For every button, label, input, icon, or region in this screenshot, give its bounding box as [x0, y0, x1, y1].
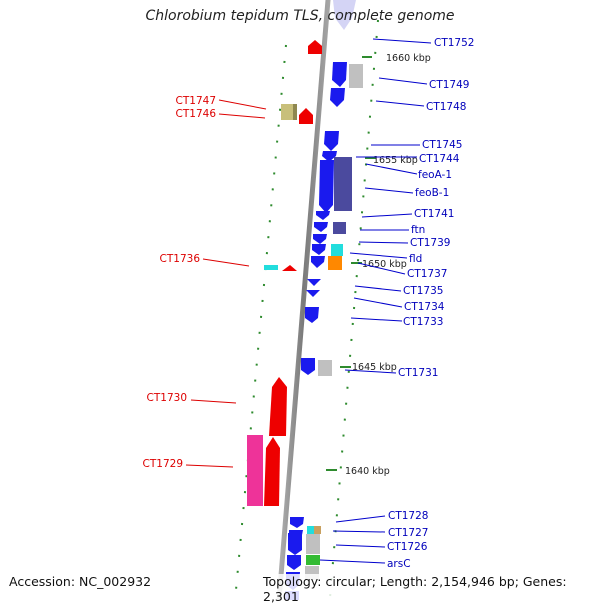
label-ct1734[interactable]: CT1734 [404, 301, 445, 313]
label-ct1731[interactable]: CT1731 [398, 367, 438, 379]
gene-ct1736 [282, 265, 297, 271]
label-feoA-1[interactable]: feoA-1 [418, 169, 452, 181]
label-ct1748[interactable]: CT1748 [426, 101, 466, 113]
label-ct1745[interactable]: CT1745 [422, 139, 462, 151]
gene-ct1728 [290, 517, 304, 528]
label-ct1741[interactable]: CT1741 [414, 208, 454, 220]
gene-ct1749 [349, 64, 363, 88]
gene-ct1749-blue [332, 62, 347, 87]
label-ct1746[interactable]: CT1746 [176, 108, 217, 120]
gene-labels-right: CT1752 CT1749 CT1748 CT1745 CT1744 feoA-… [387, 37, 474, 570]
label-ct1727[interactable]: CT1727 [388, 527, 428, 539]
tick-guides [235, 19, 379, 599]
label-ct1752[interactable]: CT1752 [434, 37, 474, 49]
genome-backbone [276, 0, 331, 600]
leader-lines-left [185, 99, 267, 468]
gene-ct1748 [330, 88, 345, 107]
label-ct1736[interactable]: CT1736 [160, 253, 201, 265]
scale-label-1645: 1645 kbp [352, 362, 397, 373]
label-ftn[interactable]: ftn [411, 224, 425, 236]
label-ct1728[interactable]: CT1728 [388, 510, 428, 522]
forward-genes [247, 40, 322, 506]
label-ct1739[interactable]: CT1739 [410, 237, 450, 249]
scale-label-1650: 1650 kbp [362, 259, 407, 270]
tick-guide-left [235, 44, 287, 591]
gene-ct1736-cyan [264, 265, 278, 270]
gene-ct1730 [269, 377, 287, 436]
gene-ct1733 [305, 307, 319, 323]
leader-lines-right [319, 38, 432, 564]
accession-text: Accession: NC_002932 [9, 574, 152, 589]
gene-labels-left: CT1747 CT1746 CT1736 CT1730 CT1729 [143, 95, 217, 470]
gene-ct1734 [306, 290, 320, 297]
scale-labels: 1660 kbp 1655 kbp 1650 kbp 1645 kbp 1640… [345, 53, 431, 477]
gene-ct1735 [307, 279, 321, 286]
gene-ct1741 [316, 211, 330, 220]
gene-ct1731-blue [301, 358, 315, 375]
map-title: Chlorobium tepidum TLS, complete genome [145, 8, 455, 24]
gene-arsC [306, 555, 320, 565]
gene-red-top [308, 40, 322, 54]
gene-fld [331, 244, 343, 256]
gene-faded-top [333, 0, 356, 30]
gene-ct1729-red [264, 437, 280, 506]
tick-guide-right [329, 19, 379, 599]
gene-ct1745 [324, 131, 339, 151]
label-ct1733[interactable]: CT1733 [403, 316, 443, 328]
scale-label-1640: 1640 kbp [345, 466, 390, 477]
label-fld[interactable]: fld [409, 253, 422, 265]
label-ct1729[interactable]: CT1729 [143, 458, 183, 470]
label-ct1726[interactable]: CT1726 [387, 541, 428, 553]
gene-ct1737 [311, 256, 325, 268]
gene-feoB-1 [334, 157, 352, 211]
label-ct1744[interactable]: CT1744 [419, 153, 460, 165]
gene-ct1739 [312, 244, 326, 255]
gene-feoA-1 [319, 160, 334, 213]
gene-ct1729 [247, 435, 263, 506]
label-arsC[interactable]: arsC [387, 558, 411, 570]
label-ct1735[interactable]: CT1735 [403, 285, 443, 297]
label-feoB-1[interactable]: feoB-1 [415, 187, 449, 199]
scale-label-1655: 1655 kbp [373, 155, 418, 166]
gene-ftn [333, 222, 346, 234]
scale-label-1660: 1660 kbp [386, 53, 431, 64]
reverse-genes [285, 62, 363, 600]
gene-ct1737-orange [328, 256, 342, 270]
label-ct1749[interactable]: CT1749 [429, 79, 469, 91]
gene-ct1731 [318, 360, 332, 376]
label-ct1737[interactable]: CT1737 [407, 268, 447, 280]
gene-ct1746 [299, 108, 313, 124]
label-ct1730[interactable]: CT1730 [147, 392, 187, 404]
gene-ct1726 [288, 533, 302, 555]
label-ct1747[interactable]: CT1747 [176, 95, 216, 107]
